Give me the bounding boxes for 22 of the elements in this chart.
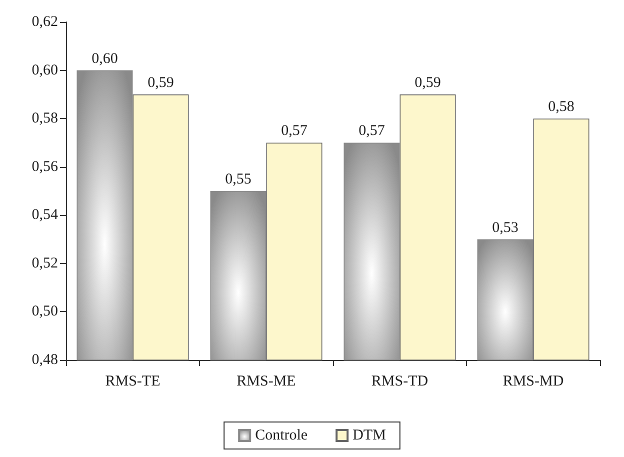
y-tick-label: 0,60 [32, 62, 58, 78]
data-label: 0,53 [492, 220, 518, 236]
data-label: 0,59 [148, 74, 174, 91]
y-tick-label: 0,48 [32, 352, 58, 368]
legend-label: DTM [352, 428, 386, 444]
data-label: 0,57 [358, 123, 386, 140]
y-tick-label: 0,62 [32, 14, 58, 30]
y-tick-label: 0,52 [32, 255, 58, 272]
data-label: 0,60 [92, 50, 118, 67]
y-tick-label: 0,54 [32, 207, 58, 224]
legend-label: Controle [255, 428, 308, 444]
data-label: 0,57 [281, 123, 308, 140]
data-label: 0,55 [225, 172, 252, 188]
data-label: 0,59 [414, 74, 441, 91]
x-tick-label: RMS-TE [105, 374, 160, 390]
y-tick-label: 0,50 [32, 304, 58, 320]
data-label: 0,58 [548, 99, 574, 116]
y-tick-label: 0,58 [32, 110, 58, 127]
x-tick-label: RMS-MD [502, 374, 564, 390]
x-tick-label: RMS-TD [371, 374, 428, 390]
y-tick-label: 0,56 [32, 158, 58, 175]
x-tick-label: RMS-ME [236, 374, 296, 390]
